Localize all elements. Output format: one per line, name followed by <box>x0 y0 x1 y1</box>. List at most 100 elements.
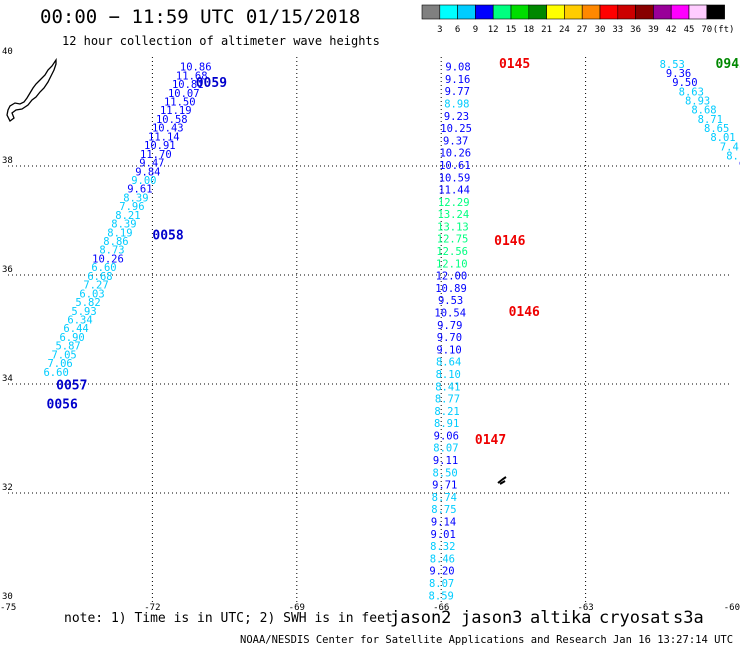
y-tick-label: 38 <box>2 156 13 166</box>
wave-height-label: 6.68 <box>87 271 112 283</box>
legend-label: 27 <box>577 25 588 35</box>
wave-height-label: 8.73 <box>99 245 124 257</box>
coastline <box>6 57 507 485</box>
time-label: 0145 <box>499 57 530 72</box>
wave-height-label: 9.37 <box>443 135 468 147</box>
map-subtitle: 12 hour collection of altimeter wave hei… <box>62 34 380 48</box>
wave-height-label: 10.07 <box>168 88 200 100</box>
y-tick-label: 30 <box>2 592 13 602</box>
legend-unit: (ft) <box>713 25 735 35</box>
wave-height-label: 9 <box>739 160 740 172</box>
time-label: 0945 <box>716 57 740 72</box>
wave-height-label: 9.71 <box>432 480 457 492</box>
wave-height-label: 12.10 <box>436 258 468 270</box>
wave-height-label: 9.06 <box>434 430 459 442</box>
wave-height-label: 12.29 <box>438 197 470 209</box>
legend-label: 39 <box>648 25 659 35</box>
lat-lon-grid <box>8 57 730 602</box>
wave-height-label: 8.59 <box>429 590 454 602</box>
wave-height-label: 7.27 <box>83 280 108 292</box>
coastline-us-east <box>6 57 57 122</box>
footer-note: note: 1) Time is in UTC; 2) SWH is in fe… <box>64 611 393 626</box>
wave-height-label: 9.11 <box>433 455 458 467</box>
wave-height-label: 9.20 <box>429 566 454 578</box>
satellite-s3a: s3a <box>673 608 704 628</box>
wave-height-label: 9.61 <box>127 184 152 196</box>
wave-height-label: 12.56 <box>436 246 468 258</box>
wave-height-label: 9.14 <box>431 517 456 529</box>
track-0945: 8.539.369.508.638.938.688.718.658.017.48… <box>660 57 740 172</box>
wave-height-label: 8.63 <box>679 86 704 98</box>
legend-label: 18 <box>523 25 534 35</box>
wave-height-label: 8.07 <box>429 578 454 590</box>
legend-label: 45 <box>684 25 695 35</box>
wave-height-label: 8.50 <box>432 467 457 479</box>
track-0145-0147: 9.089.169.778.989.2310.259.3710.2610.611… <box>429 57 541 602</box>
wave-height-label: 5.87 <box>55 341 80 353</box>
wave-height-label: 11.14 <box>148 131 180 143</box>
wave-height-label: 6.60 <box>91 262 116 274</box>
wave-height-label: 10.43 <box>152 123 184 135</box>
wave-height-label: 8.53 <box>660 59 685 71</box>
wave-height-label: 9.00 <box>131 175 156 187</box>
wave-height-label: 7.96 <box>119 201 144 213</box>
wave-height-label: 8.75 <box>431 504 456 516</box>
wave-height-label: 9.23 <box>444 111 469 123</box>
wave-height-label: 10.58 <box>156 114 188 126</box>
satellite-tracks: 6.607.067.055.876.906.446.345.935.826.03… <box>43 57 740 602</box>
wave-height-label: 11.19 <box>160 105 192 117</box>
wave-height-label: 8.19 <box>107 227 132 239</box>
time-label: 0146 <box>509 305 540 320</box>
wave-height-label: 11.70 <box>140 149 172 161</box>
legend-label: 21 <box>541 25 552 35</box>
legend-swatch <box>706 4 725 20</box>
wave-height-label: 8.68 <box>691 105 716 117</box>
wave-height-label: 9.36 <box>666 68 691 80</box>
legend-label: 12 <box>488 25 499 35</box>
time-label: 0058 <box>152 229 183 244</box>
time-label: 0146 <box>494 234 525 249</box>
wave-height-label: 8.74 <box>432 492 457 504</box>
wave-height-label: 8.93 <box>685 96 710 108</box>
legend-label: 36 <box>630 25 641 35</box>
wave-height-label: 7.06 <box>47 358 72 370</box>
wave-height-label: 8.21 <box>115 210 140 222</box>
wave-height-label: 9.01 <box>431 529 456 541</box>
map-title: 00:00 − 11:59 UTC 01/15/2018 <box>40 6 361 28</box>
coastline-bermuda <box>497 476 507 485</box>
satellite-jason2: jason2 <box>390 608 452 628</box>
legend-label: 30 <box>595 25 606 35</box>
wave-height-label: 9.70 <box>437 332 462 344</box>
track-0056-0059: 6.607.067.055.876.906.446.345.935.826.03… <box>43 62 227 413</box>
x-tick-label: -60 <box>724 603 740 610</box>
wave-height-label: 10.86 <box>180 62 212 74</box>
wave-height-label: 6.34 <box>67 315 92 327</box>
wave-height-label: 11.68 <box>176 70 208 82</box>
y-tick-label: 34 <box>2 374 13 384</box>
color-legend: 3 6 9 12 15 18 21 24 27 30 33 36 39 42 45 70 (ft) <box>421 4 735 35</box>
x-tick-label: -66 <box>433 603 449 610</box>
legend-label: 15 <box>506 25 517 35</box>
wave-height-label: 8.86 <box>103 236 128 248</box>
wave-height-label: 9.84 <box>135 166 160 178</box>
wave-height-label: 9.53 <box>438 295 463 307</box>
wave-height-label: 8.32 <box>430 541 455 553</box>
wave-height-label: 13.24 <box>438 209 470 221</box>
y-tick-label: 40 <box>2 47 13 57</box>
y-tick-label: 32 <box>2 483 13 493</box>
x-tick-label: -75 <box>0 603 16 610</box>
wave-height-label: 8.39 <box>111 219 136 231</box>
wave-height-label: 9.77 <box>445 86 470 98</box>
x-tick-label: -72 <box>144 603 160 610</box>
legend-label: 6 <box>455 25 460 35</box>
wave-height-label: 11.44 <box>438 185 470 197</box>
wave-height-label: 12.75 <box>437 234 469 246</box>
wave-height-label: 11.50 <box>164 97 196 109</box>
y-tick-label: 36 <box>2 265 13 275</box>
wave-height-label: 7.4 <box>720 141 739 153</box>
wave-height-label: 8.91 <box>434 418 459 430</box>
wave-height-label: 6.03 <box>79 288 104 300</box>
wave-height-label: 9.10 <box>436 344 461 356</box>
wave-height-label: 8.77 <box>435 394 460 406</box>
wave-height-label: 6.90 <box>59 332 84 344</box>
